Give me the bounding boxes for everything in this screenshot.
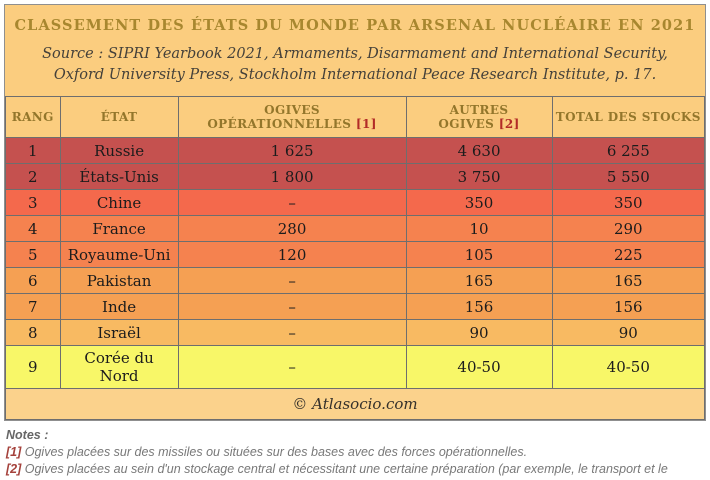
cell-other-warheads: 40-50 (405, 345, 553, 390)
cell-rank: 6 (5, 267, 61, 295)
column-header-1: ÉTAT (59, 96, 179, 139)
cell-total-stock: 40-50 (551, 345, 706, 390)
cell-state: Israël (59, 319, 179, 347)
column-header-label: RANG (11, 110, 54, 125)
column-ref-marker: [1] (351, 117, 377, 132)
column-header-4: TOTAL DES STOCKS (551, 96, 706, 139)
column-header-label: AUTRES OGIVES (438, 103, 509, 132)
cell-operational-warheads: 280 (177, 215, 407, 243)
cell-total-stock: 225 (551, 241, 706, 269)
table-row-rank-1: 1 Russie 1 625 4 630 6 255 (5, 137, 706, 165)
note-ref-marker: [2] (6, 462, 25, 477)
nuclear-arsenal-table: CLASSEMENT DES ÉTATS DU MONDE PAR ARSENA… (4, 4, 706, 422)
copyright-cell: © Atlasocio.com (5, 388, 705, 421)
table-row-rank-8: 8 Israël –90 90 (5, 319, 706, 347)
notes-label: Notes : (6, 428, 49, 443)
table-title-block: CLASSEMENT DES ÉTATS DU MONDE PAR ARSENA… (5, 5, 705, 97)
cell-other-warheads: 4 630 (405, 137, 553, 165)
cell-total-stock: 290 (551, 215, 706, 243)
table-header-row: RANG ÉTAT OGIVES OPÉRATIONNELLES [1] AUTRES… (5, 96, 706, 139)
column-header-label: TOTAL DES STOCKS (555, 110, 701, 125)
cell-state: Inde (59, 293, 179, 321)
table-footer-row: © Atlasocio.com (5, 388, 705, 421)
cell-other-warheads: 3 750 (405, 163, 553, 191)
column-header-2: OGIVES OPÉRATIONNELLES [1] (177, 96, 407, 139)
cell-operational-warheads: – (177, 189, 407, 217)
cell-state: Royaume-Uni (59, 241, 179, 269)
note-ref-marker: [1] (6, 445, 25, 460)
column-header-label: OGIVES OPÉRATIONNELLES (207, 103, 352, 132)
cell-other-warheads: 90 (405, 319, 553, 347)
cell-total-stock: 156 (551, 293, 706, 321)
cell-other-warheads: 10 (405, 215, 553, 243)
cell-operational-warheads: – (177, 319, 407, 347)
cell-rank: 9 (5, 345, 61, 390)
page-title: CLASSEMENT DES ÉTATS DU MONDE PAR ARSENA… (14, 17, 696, 34)
notes-list: [1] Ogives placées sur des missiles ou s… (6, 444, 702, 480)
cell-state: Corée du Nord (59, 345, 179, 390)
cell-operational-warheads: 1 625 (177, 137, 407, 165)
cell-rank: 2 (5, 163, 61, 191)
table-row-rank-4: 4 France 280 10 290 (5, 215, 706, 243)
cell-rank: 4 (5, 215, 61, 243)
table-row-rank-6: 6 Pakistan –165 165 (5, 267, 706, 295)
cell-other-warheads: 350 (405, 189, 553, 217)
cell-rank: 7 (5, 293, 61, 321)
cell-other-warheads: 105 (405, 241, 553, 269)
table-row-rank-2: 2 États-Unis 1 800 3 750 5 550 (5, 163, 706, 191)
cell-total-stock: 90 (551, 319, 706, 347)
cell-total-stock: 165 (551, 267, 706, 295)
cell-rank: 8 (5, 319, 61, 347)
copyright-text: © Atlasocio.com (292, 395, 418, 414)
table-row-rank-9: 9 Corée du Nord –40-50 40-50 (5, 345, 706, 390)
cell-rank: 5 (5, 241, 61, 269)
column-header-3: AUTRES OGIVES [2] (405, 96, 553, 139)
column-ref-marker: [2] (494, 117, 520, 132)
cell-state: France (59, 215, 179, 243)
ranking-table: RANG ÉTAT OGIVES OPÉRATIONNELLES [1] AUTRES… (5, 96, 706, 421)
cell-operational-warheads: – (177, 345, 407, 390)
cell-operational-warheads: – (177, 293, 407, 321)
cell-operational-warheads: – (177, 267, 407, 295)
cell-state: Pakistan (59, 267, 179, 295)
cell-operational-warheads: 120 (177, 241, 407, 269)
cell-total-stock: 5 550 (551, 163, 706, 191)
cell-operational-warheads: 1 800 (177, 163, 407, 191)
cell-total-stock: 6 255 (551, 137, 706, 165)
table-row-rank-5: 5 Royaume-Uni 120 105 225 (5, 241, 706, 269)
note-item-1: [1] Ogives placées sur des missiles ou s… (6, 445, 528, 460)
notes-section: Notes : [1] Ogives placées sur des missi… (4, 421, 706, 480)
cell-rank: 1 (5, 137, 61, 165)
cell-other-warheads: 156 (405, 293, 553, 321)
cell-state: États-Unis (59, 163, 179, 191)
cell-state: Russie (59, 137, 179, 165)
column-header-0: RANG (5, 96, 61, 139)
table-row-rank-7: 7 Inde –156 156 (5, 293, 706, 321)
cell-rank: 3 (5, 189, 61, 217)
cell-other-warheads: 165 (405, 267, 553, 295)
note-item-2: [2] Ogives placées au sein d'un stockage… (6, 462, 678, 480)
column-header-label: ÉTAT (100, 110, 138, 125)
table-row-rank-3: 3 Chine –350 350 (5, 189, 706, 217)
cell-total-stock: 350 (551, 189, 706, 217)
cell-state: Chine (59, 189, 179, 217)
source-citation: Source : SIPRI Yearbook 2021, Armaments,… (42, 46, 668, 84)
